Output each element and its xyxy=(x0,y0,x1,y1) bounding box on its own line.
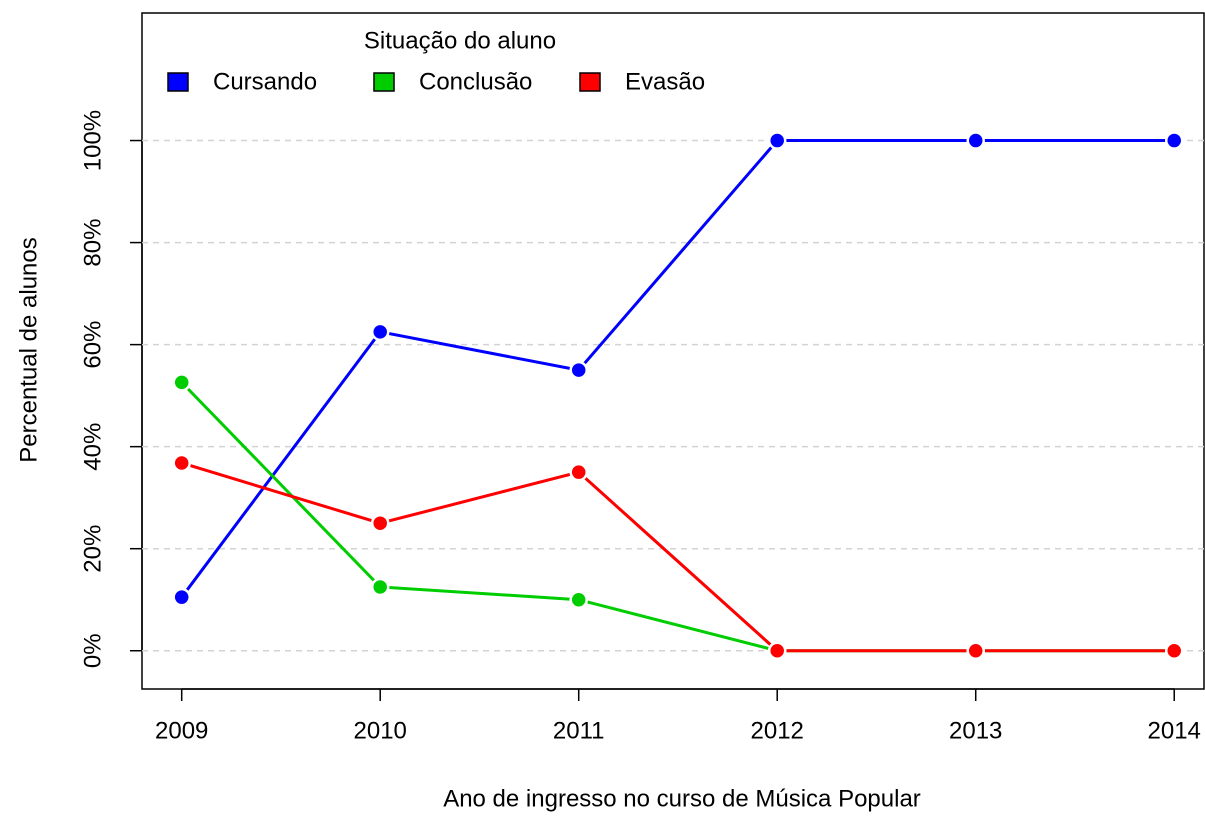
data-point xyxy=(1164,641,1184,660)
data-point xyxy=(172,373,191,392)
series-line xyxy=(180,139,1175,599)
y-tick-label: 0% xyxy=(79,633,106,668)
x-tick-label: 2012 xyxy=(751,717,804,744)
data-point xyxy=(767,641,787,660)
data-point xyxy=(767,131,787,150)
data-point xyxy=(370,577,390,597)
data-point xyxy=(966,131,985,150)
x-tick-label: 2009 xyxy=(155,717,208,744)
series-line xyxy=(181,461,1175,653)
legend-label: Conclusão xyxy=(419,68,532,95)
x-axis-label: Ano de ingresso no curso de Música Popul… xyxy=(443,785,921,812)
legend-label: Evasão xyxy=(625,68,705,95)
legend-swatch xyxy=(167,72,189,92)
y-tick-label: 80% xyxy=(79,219,106,267)
y-tick-label: 100% xyxy=(79,110,106,171)
data-point xyxy=(172,587,191,607)
x-tick-label: 2010 xyxy=(354,717,407,744)
x-tick-label: 2011 xyxy=(553,717,605,744)
data-point xyxy=(966,641,985,660)
data-point xyxy=(370,513,390,533)
data-point xyxy=(370,322,390,342)
data-point xyxy=(569,462,588,482)
plot-box xyxy=(141,12,1205,690)
y-tick-label: 20% xyxy=(79,525,106,573)
data-point xyxy=(1164,131,1184,150)
legend-title: Situação do aluno xyxy=(364,27,556,54)
data-point xyxy=(172,453,191,473)
legend-swatch xyxy=(373,72,395,92)
data-point xyxy=(569,590,588,609)
legend-label: Cursando xyxy=(213,68,317,95)
legend-swatch xyxy=(579,72,601,92)
x-tick-label: 2014 xyxy=(1148,717,1201,744)
y-tick-label: 60% xyxy=(79,321,106,369)
y-axis-label: Percentual de alunos xyxy=(15,237,42,463)
data-point xyxy=(569,360,588,380)
x-tick-label: 2013 xyxy=(949,717,1002,744)
series-line xyxy=(180,381,1175,653)
y-tick-label: 40% xyxy=(79,423,106,471)
